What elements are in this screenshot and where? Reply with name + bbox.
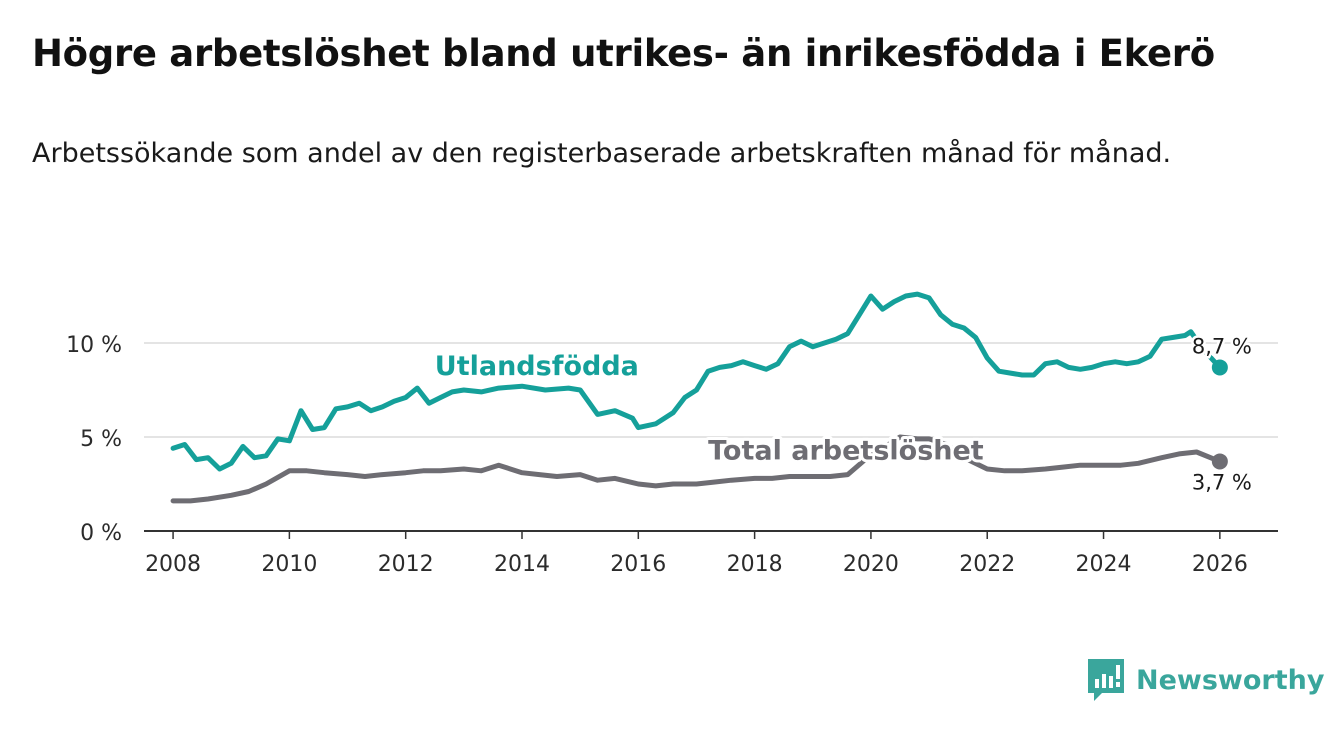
x-tick-label: 2010 [261,552,317,577]
series-label-total: Total arbetslöshet [708,436,984,467]
end-point-total [1211,453,1228,470]
x-tick-label: 2022 [959,552,1015,577]
chart-subtitle: Arbetssökande som andel av den registerb… [32,138,1172,169]
last-value-label: 3,7 % [1192,470,1252,494]
x-tick-label: 2020 [843,552,899,577]
x-tick-label: 2008 [145,552,201,577]
x-tick-label: 2024 [1076,552,1132,577]
series-line-total [170,434,1223,504]
brand-name: Newsworthy [1136,664,1325,696]
newsworthy-logo-icon [1088,659,1124,701]
x-tick-label: 2026 [1192,552,1248,577]
y-tick-label: 10 % [66,333,122,358]
last-value-label: 8,7 % [1192,334,1252,358]
y-tick-label: 5 % [80,427,122,452]
x-tick-label: 2012 [378,552,434,577]
newsworthy-logo: Newsworthy [1088,659,1324,701]
x-tick-label: 2016 [610,552,666,577]
x-tick-label: 2018 [727,552,783,577]
end-point-utlandsfodda [1211,359,1228,376]
x-tick-label: 2014 [494,552,550,577]
series-label-utlandsfodda: Utlandsfödda [435,351,639,382]
y-tick-label: 0 % [80,521,122,546]
chart-title: Högre arbetslöshet bland utrikes- än inr… [32,32,1215,75]
series-line-utlandsfodda [170,291,1223,472]
